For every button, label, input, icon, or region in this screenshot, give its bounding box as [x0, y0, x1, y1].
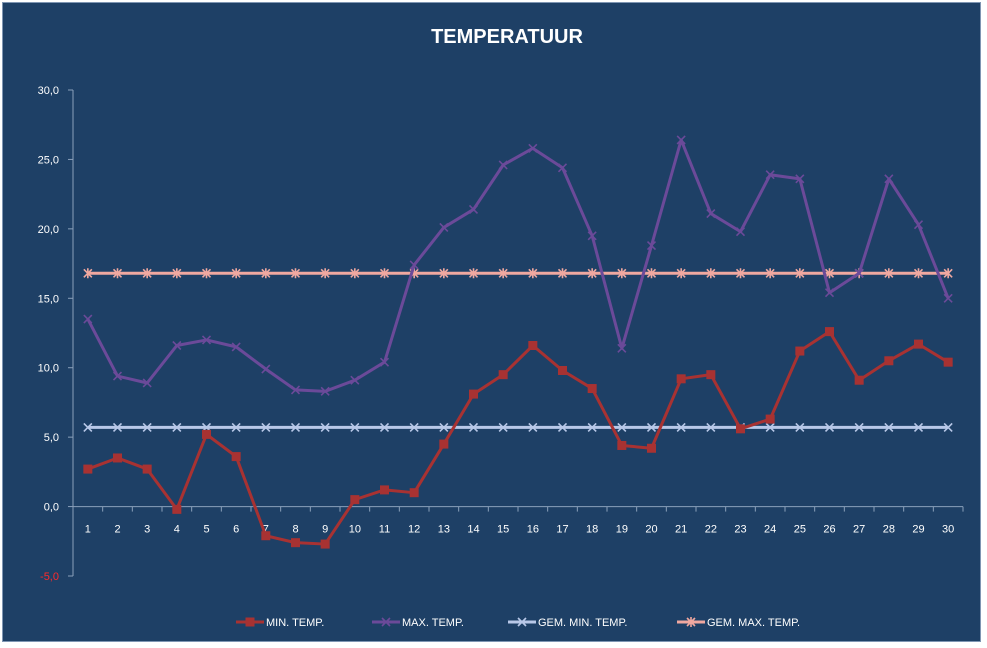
y-axis-tick-labels: 30,0 25,0 20,0 15,0 10,0 5,0 0,0 -5,0 [38, 85, 59, 583]
data-point [261, 531, 270, 540]
x-tick-label: 15 [497, 524, 509, 536]
series-line [88, 140, 948, 391]
x-tick-label: 29 [912, 524, 924, 536]
x-tick-label: 24 [764, 524, 776, 536]
x-tick-label: 25 [794, 524, 806, 536]
data-point [855, 376, 864, 385]
data-point [617, 441, 626, 450]
x-tick-label: 14 [467, 524, 479, 536]
x-tick-label: 4 [174, 524, 180, 536]
x-tick-label: 11 [379, 524, 390, 536]
data-point [350, 495, 359, 504]
data-point [647, 444, 656, 453]
series-1 [84, 136, 952, 395]
y-tick-label: 30,0 [38, 85, 59, 97]
series-0 [83, 327, 952, 548]
x-tick-label: 16 [527, 524, 539, 536]
data-point [380, 485, 389, 494]
data-point [113, 453, 122, 462]
chart-legend: MIN. TEMP. MAX. TEMP. GEM. MIN. TEMP. GEM. … [236, 617, 800, 629]
y-tick-label: 15,0 [38, 293, 59, 305]
x-tick-label: 18 [586, 524, 598, 536]
y-tick-label: 25,0 [38, 154, 59, 166]
x-tick-label: 13 [438, 524, 450, 536]
data-point [321, 540, 330, 549]
data-point [944, 358, 953, 367]
x-tick-label: 1 [85, 524, 91, 536]
x-tick-label: 20 [645, 524, 657, 536]
y-tick-label: 10,0 [38, 363, 59, 375]
x-tick-label: 27 [853, 524, 865, 536]
x-tick-label: 22 [705, 524, 717, 536]
legend-label: MIN. TEMP. [266, 617, 324, 629]
x-tick-label: 30 [942, 524, 954, 536]
x-tick-label: 23 [734, 524, 746, 536]
x-tick-label: 2 [114, 524, 120, 536]
x-tick-label: 10 [349, 524, 361, 536]
data-point [499, 370, 508, 379]
x-tick-label: 3 [144, 524, 150, 536]
x-tick-label: 21 [675, 524, 687, 536]
x-tick-label: 26 [823, 524, 835, 536]
data-point [202, 430, 211, 439]
y-tick-label: 20,0 [38, 224, 59, 236]
x-tick-label: 12 [408, 524, 420, 536]
data-point [143, 465, 152, 474]
data-point [262, 365, 270, 373]
series-3 [84, 268, 952, 278]
data-point [469, 390, 478, 399]
data-point [83, 465, 92, 474]
chart-title: TEMPERATUUR [431, 26, 583, 48]
data-point [766, 415, 775, 424]
data-point [588, 384, 597, 393]
data-point [884, 356, 893, 365]
data-point [825, 327, 834, 336]
data-point [439, 440, 448, 449]
legend-label: GEM. MIN. TEMP. [538, 617, 627, 629]
x-tick-label: 17 [556, 524, 568, 536]
y-tick-label: 5,0 [44, 432, 59, 444]
data-point [706, 370, 715, 379]
legend-label: MAX. TEMP. [402, 617, 464, 629]
data-point [677, 374, 686, 383]
legend-label: GEM. MAX. TEMP. [707, 617, 800, 629]
data-point [172, 505, 181, 514]
x-tick-label: 9 [322, 524, 328, 536]
y-tick-label: -5,0 [40, 571, 59, 583]
data-point [795, 347, 804, 356]
x-tick-label: 19 [616, 524, 628, 536]
data-point [410, 488, 419, 497]
series-2 [84, 423, 952, 431]
x-axis-tick-labels: 1 2 3 4 5 6 7 8 9 10 11 12 13 14 15 16 17 18 19 20 21 22 23 24 2… [85, 524, 955, 536]
data-point [736, 424, 745, 433]
y-tick-label: 0,0 [44, 502, 59, 514]
data-point [232, 452, 241, 461]
data-point [914, 340, 923, 349]
series-line [88, 332, 948, 544]
x-tick-label: 5 [203, 524, 209, 536]
x-tick-label: 8 [292, 524, 298, 536]
data-point [558, 366, 567, 375]
x-tick-label: 28 [883, 524, 895, 536]
data-point [528, 341, 537, 350]
data-point [291, 538, 300, 547]
x-tick-label: 6 [233, 524, 239, 536]
legend-swatch-marker [246, 618, 255, 627]
chart-series [83, 136, 952, 549]
